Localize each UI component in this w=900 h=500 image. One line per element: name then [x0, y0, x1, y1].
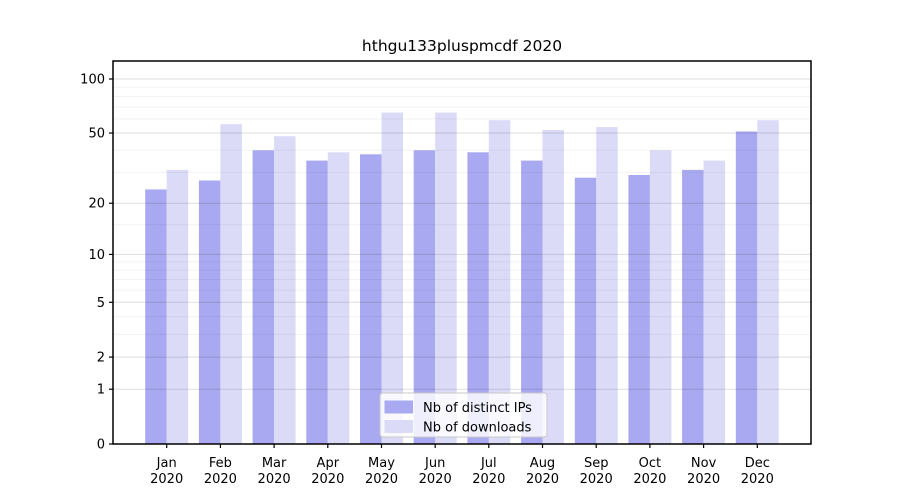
y-tick-label: 2 — [97, 351, 105, 366]
x-tick-label: Mar 2020 — [258, 456, 291, 487]
bar-downloads-jul — [488, 120, 511, 444]
x-tick-label: Jun 2020 — [419, 456, 452, 487]
bar-downloads-jun — [435, 112, 457, 444]
y-tick-label: 20 — [88, 197, 105, 212]
bar-distinct-ips-mar — [252, 150, 275, 445]
bar-downloads-aug — [542, 130, 564, 444]
bar-downloads-oct — [649, 150, 672, 445]
legend-swatch-distinct-ips — [384, 400, 413, 414]
x-tick-label: May 2020 — [365, 456, 398, 487]
x-tick-label: Nov 2020 — [687, 456, 720, 487]
bar-downloads-may — [381, 112, 403, 444]
x-tick-label: Dec 2020 — [741, 456, 774, 487]
bar-distinct-ips-nov — [682, 169, 704, 444]
x-tick-label: Feb 2020 — [204, 456, 237, 487]
y-tick-label: 10 — [88, 248, 105, 263]
bar-downloads-feb — [220, 124, 242, 444]
legend-label-distinct-ips: Nb of distinct IPs — [423, 401, 532, 416]
bar-distinct-ips-jul — [467, 152, 489, 445]
legend-box — [379, 392, 548, 438]
legend-label-downloads: Nb of downloads — [423, 421, 532, 436]
y-tick-label: 0 — [97, 438, 105, 453]
bar-distinct-ips-apr — [306, 160, 328, 444]
bar-distinct-ips-aug — [521, 160, 543, 444]
bar-downloads-mar — [274, 136, 296, 444]
chart-title: hthgu133pluspmcdf 2020 — [361, 37, 563, 55]
legend-swatch-downloads — [384, 420, 413, 433]
y-tick-label: 50 — [88, 127, 105, 142]
bar-distinct-ips-oct — [628, 175, 650, 444]
y-tick-label: 5 — [97, 296, 105, 311]
bar-downloads-sep — [596, 127, 618, 444]
x-tick-label: Apr 2020 — [311, 456, 344, 487]
bar-downloads-nov — [703, 160, 726, 444]
x-tick-label: Jan 2020 — [150, 456, 183, 487]
x-tick-label: Sep 2020 — [580, 456, 613, 487]
bar-distinct-ips-feb — [198, 180, 221, 444]
bar-distinct-ips-may — [360, 154, 382, 445]
bar-distinct-ips-jan — [145, 189, 167, 444]
bar-downloads-apr — [327, 152, 350, 445]
legend: Nb of distinct IPs Nb of downloads — [379, 392, 548, 438]
plot-border — [112, 60, 812, 445]
bar-downloads-jan — [166, 169, 189, 444]
x-tick-label: Oct 2020 — [633, 456, 666, 487]
bar-distinct-ips-sep — [574, 177, 597, 444]
y-tick-label: 100 — [80, 73, 105, 88]
y-tick-label: 1 — [97, 383, 105, 398]
x-tick-label: Aug 2020 — [526, 456, 559, 487]
bar-distinct-ips-dec — [735, 131, 758, 444]
x-tick-label: Jul 2020 — [472, 456, 505, 487]
bar-downloads-dec — [757, 120, 779, 444]
bar-distinct-ips-jun — [413, 150, 436, 445]
